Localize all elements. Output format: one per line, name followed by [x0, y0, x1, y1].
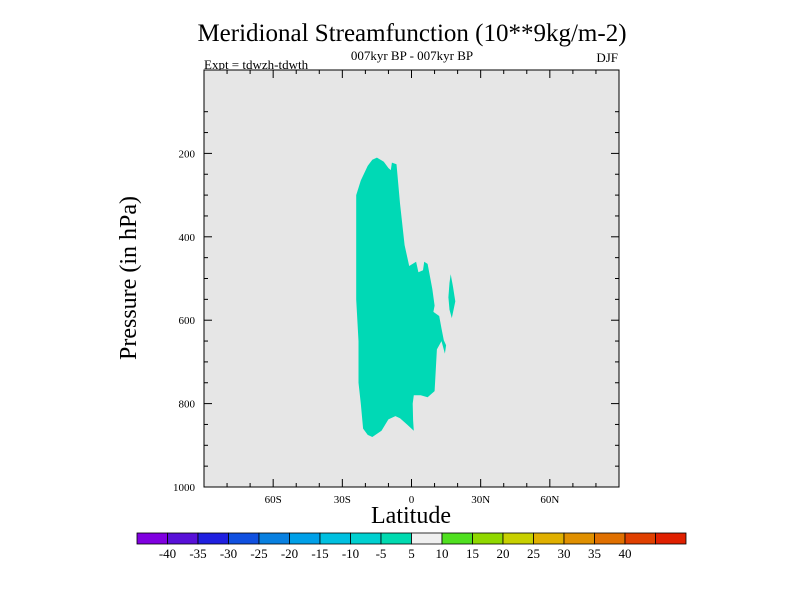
colorbar-label: 30 — [558, 546, 571, 561]
colorbar-label: -5 — [376, 546, 387, 561]
colorbar-swatch — [197, 532, 229, 545]
colorbar-swatch — [594, 532, 626, 545]
axis-ticks: 60S 30S 0 30N 60N 200 400 600 800 1000 — [173, 70, 620, 506]
x-axis-label: Latitude — [371, 503, 451, 529]
colorbar-label: -10 — [342, 546, 359, 561]
season-label: DJF — [596, 50, 618, 65]
colorbar-swatch — [167, 532, 199, 545]
colorbar-label: -25 — [250, 546, 267, 561]
colorbar-swatch — [533, 532, 565, 545]
chart-title: Meridional Streamfunction (10**9kg/m-2) — [197, 20, 626, 47]
colorbar-swatch — [350, 532, 382, 545]
colorbar-swatch — [624, 532, 656, 545]
colorbar-swatch — [319, 532, 351, 545]
colorbar-swatch — [411, 532, 443, 545]
colorbar-swatch — [502, 532, 534, 545]
colorbar-label: 20 — [497, 546, 510, 561]
colorbar-swatch — [655, 532, 687, 545]
colorbar-swatch — [563, 532, 595, 545]
colorbar-label: 5 — [408, 546, 415, 561]
colorbar-swatch — [136, 532, 168, 545]
colorbar-label: 35 — [588, 546, 601, 561]
colorbar-label: 10 — [436, 546, 449, 561]
y-tick-label: 200 — [179, 148, 196, 160]
y-tick-label: 1000 — [173, 482, 196, 494]
x-tick-label: 0 — [409, 494, 415, 506]
colorbar-swatch — [441, 532, 473, 545]
contour-region-1 — [448, 274, 456, 319]
colorbar-swatch — [258, 532, 290, 545]
x-tick-label: 60S — [265, 494, 282, 506]
colorbar-label: -15 — [311, 546, 328, 561]
colorbar-label: -20 — [281, 546, 298, 561]
contour-regions — [356, 157, 456, 437]
colorbar-swatch — [472, 532, 504, 545]
chart-subtitle: 007kyr BP - 007kyr BP — [351, 48, 473, 63]
colorbar-swatch — [380, 532, 412, 545]
y-tick-label: 600 — [179, 315, 196, 327]
x-tick-label: 30S — [334, 494, 351, 506]
y-tick-label: 800 — [179, 399, 196, 411]
colorbar-swatch — [289, 532, 321, 545]
colorbar-label: 40 — [619, 546, 632, 561]
colorbar-label: -35 — [189, 546, 206, 561]
colorbar-label: 15 — [466, 546, 479, 561]
expt-label: Expt = tdwzh-tdwth — [204, 57, 309, 72]
colorbar-label: -40 — [159, 546, 176, 561]
colorbar-swatch — [228, 532, 260, 545]
x-tick-label: 60N — [540, 494, 559, 506]
y-tick-label: 400 — [179, 232, 196, 244]
contour-region-0 — [356, 157, 447, 437]
colorbar-label: 25 — [527, 546, 540, 561]
colorbar-label: -30 — [220, 546, 237, 561]
y-axis-label: Pressure (in hPa) — [116, 196, 142, 360]
colorbar: -40 -35 -30 -25 -20 -15 -10 -5 5 10 15 20 25 30 35 40 — [136, 532, 687, 561]
x-tick-label: 30N — [471, 494, 490, 506]
